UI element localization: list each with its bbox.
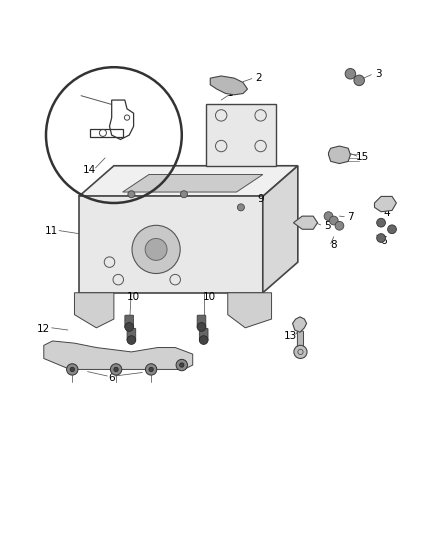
Text: 11: 11 — [45, 227, 58, 237]
Polygon shape — [293, 216, 318, 229]
Circle shape — [67, 364, 78, 375]
Polygon shape — [374, 197, 396, 212]
Circle shape — [388, 225, 396, 233]
Text: 6: 6 — [108, 373, 115, 383]
Text: 14: 14 — [83, 165, 96, 175]
Circle shape — [125, 322, 134, 332]
Text: 3: 3 — [375, 69, 382, 79]
FancyBboxPatch shape — [127, 328, 136, 341]
Text: 6: 6 — [380, 236, 387, 246]
Circle shape — [345, 69, 356, 79]
Text: 4: 4 — [383, 208, 390, 218]
Polygon shape — [74, 293, 114, 328]
Circle shape — [354, 75, 364, 86]
Text: 15: 15 — [356, 152, 369, 162]
Polygon shape — [44, 341, 193, 369]
Text: 10: 10 — [127, 292, 140, 302]
Circle shape — [180, 363, 184, 367]
Polygon shape — [293, 317, 307, 332]
Circle shape — [329, 216, 338, 225]
Text: 12: 12 — [37, 324, 50, 334]
Text: 5: 5 — [324, 221, 331, 231]
Text: 2: 2 — [255, 73, 262, 83]
Circle shape — [128, 191, 135, 198]
Polygon shape — [123, 174, 263, 192]
Circle shape — [127, 336, 136, 344]
Polygon shape — [228, 293, 272, 328]
Circle shape — [176, 359, 187, 371]
Circle shape — [132, 225, 180, 273]
Text: 1: 1 — [226, 88, 233, 99]
Text: 10: 10 — [203, 292, 216, 302]
Circle shape — [237, 204, 244, 211]
Circle shape — [324, 212, 333, 221]
Polygon shape — [79, 166, 298, 197]
Polygon shape — [328, 146, 350, 164]
Circle shape — [377, 219, 385, 227]
Circle shape — [180, 191, 187, 198]
Text: 7: 7 — [347, 213, 354, 222]
Text: 8: 8 — [330, 240, 337, 251]
Polygon shape — [263, 166, 298, 293]
Circle shape — [110, 364, 122, 375]
Circle shape — [294, 345, 307, 359]
Circle shape — [197, 322, 206, 332]
Circle shape — [114, 367, 118, 372]
Circle shape — [70, 367, 74, 372]
FancyBboxPatch shape — [125, 315, 134, 328]
Circle shape — [199, 336, 208, 344]
Polygon shape — [210, 76, 247, 95]
Circle shape — [149, 367, 153, 372]
FancyBboxPatch shape — [297, 331, 304, 353]
Polygon shape — [79, 197, 263, 293]
FancyBboxPatch shape — [197, 315, 206, 328]
Circle shape — [145, 238, 167, 260]
Circle shape — [377, 233, 385, 243]
Text: 9: 9 — [257, 193, 264, 204]
FancyBboxPatch shape — [199, 328, 208, 341]
Polygon shape — [206, 104, 276, 166]
Text: 13: 13 — [283, 330, 297, 341]
Circle shape — [335, 221, 344, 230]
Circle shape — [145, 364, 157, 375]
